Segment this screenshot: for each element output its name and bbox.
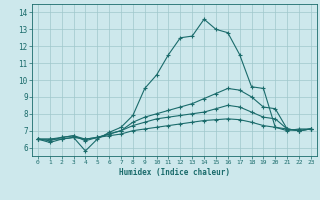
X-axis label: Humidex (Indice chaleur): Humidex (Indice chaleur)	[119, 168, 230, 177]
